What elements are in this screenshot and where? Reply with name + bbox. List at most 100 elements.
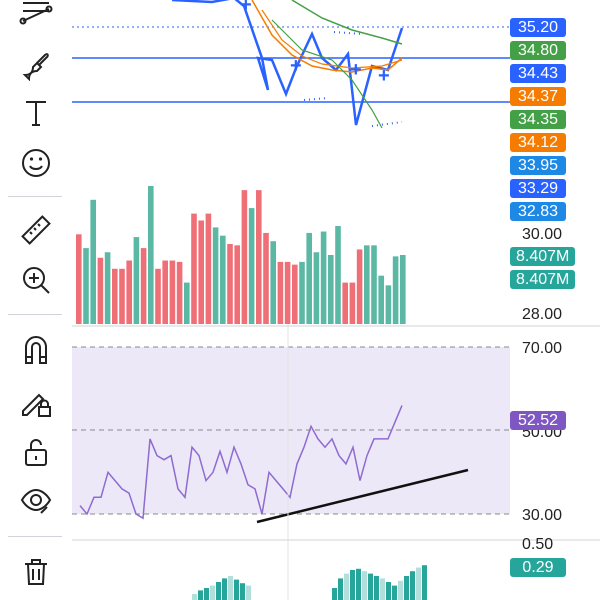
volume-bar — [328, 255, 334, 324]
volume-value-badge: 8.407M — [510, 247, 576, 266]
volume-value-badge: 8.407M — [510, 270, 576, 289]
volume-bar — [162, 260, 168, 324]
sar-dots — [303, 97, 329, 101]
trash-icon — [25, 559, 47, 585]
ruler-icon — [21, 215, 51, 245]
price-level-badge: 34.12 — [510, 133, 566, 152]
volume-bar — [313, 252, 320, 324]
macd-histogram-bar — [216, 582, 221, 600]
emoji-icon — [22, 149, 50, 177]
delete-button[interactable] — [10, 550, 62, 594]
volume-bar — [212, 227, 219, 324]
moving-average-orange — [251, 0, 403, 73]
eye-icon — [20, 488, 52, 514]
emoji-button[interactable] — [10, 141, 62, 185]
macd-histogram-bar — [362, 571, 367, 600]
trend-line — [256, 468, 469, 524]
volume-bar — [306, 232, 312, 324]
macd-histogram-bar — [228, 576, 233, 600]
macd-histogram-bar — [240, 583, 245, 600]
volume-bar — [227, 243, 233, 324]
price-level-badge: 35.20 — [510, 18, 566, 37]
macd-pane — [192, 565, 427, 600]
magnet-icon — [25, 336, 47, 364]
toolbar-divider — [8, 536, 62, 537]
volume-bar — [126, 260, 132, 324]
volume-bar — [292, 264, 298, 324]
macd-histogram-bar — [350, 570, 355, 600]
macd-histogram-bar — [380, 578, 385, 600]
rsi-line — [79, 405, 403, 520]
macd-histogram-bar — [344, 573, 349, 600]
visibility-button[interactable] — [10, 478, 62, 522]
line-tools-button[interactable] — [10, 0, 62, 34]
toolbar-divider — [8, 314, 62, 315]
rsi-axis-label-bottom: 30.00 — [522, 507, 563, 524]
line-tools-icon — [19, 2, 53, 25]
price-level-badge: 34.35 — [510, 110, 566, 129]
chart-area[interactable]: + + + + 35.20 34.80 34.43 34.37 34.35 34.12 33.95… — [72, 0, 600, 600]
volume-bar — [335, 226, 341, 324]
macd-histogram-bar — [374, 576, 379, 600]
volume-bar — [392, 256, 399, 324]
zoom-in-button[interactable] — [10, 258, 62, 302]
price-pane: + + + + — [72, 0, 510, 129]
macd-histogram-bar — [416, 567, 421, 600]
macd-histogram-bar — [332, 588, 337, 600]
price-level-badge: 34.43 — [510, 64, 566, 83]
volume-bar — [320, 231, 327, 324]
volume-bar — [112, 268, 118, 324]
volume-bar — [148, 186, 154, 324]
volume-bar — [191, 213, 197, 324]
price-level-badge: 34.80 — [510, 41, 566, 60]
ruler-button[interactable] — [10, 208, 62, 252]
price-axis-label-bottom: 28.00 — [522, 306, 563, 323]
volume-bar — [169, 260, 176, 324]
pencil-lock-icon — [22, 393, 51, 417]
chart-canvas[interactable]: + + + + — [72, 0, 600, 600]
brush-button[interactable] — [10, 42, 62, 86]
price-axis-label-top: 30.00 — [522, 226, 563, 243]
volume-bar — [364, 245, 370, 324]
volume-bar — [90, 199, 96, 324]
price-line — [171, 0, 404, 126]
macd-histogram-bar — [398, 580, 403, 600]
volume-bar — [184, 282, 190, 324]
macd-histogram-bar — [356, 568, 361, 600]
volume-pane — [76, 186, 406, 324]
price-level-badge: 32.83 — [510, 202, 566, 221]
volume-bar — [119, 268, 125, 324]
volume-bar — [284, 261, 291, 324]
macd-histogram-bar — [192, 594, 197, 600]
text-button[interactable] — [10, 91, 62, 135]
unlock-icon — [25, 439, 47, 466]
volume-bar — [155, 268, 161, 324]
rsi-value-badge: 52.52 — [510, 411, 566, 430]
volume-bar — [198, 220, 204, 324]
volume-bar — [234, 245, 240, 324]
volume-bar — [104, 252, 111, 324]
macd-histogram-bar — [392, 585, 397, 600]
magnet-button[interactable] — [10, 328, 62, 372]
unlock-button[interactable] — [10, 430, 62, 474]
moving-average-green-2 — [271, 19, 383, 129]
macd-histogram-bar — [234, 579, 239, 600]
volume-bar — [263, 232, 269, 324]
price-level-badge: 33.29 — [510, 179, 566, 198]
macd-histogram-bar — [338, 578, 343, 600]
moving-average-orange-2 — [261, 9, 403, 69]
trade-marker-icon: + — [240, 0, 252, 16]
volume-bar — [349, 282, 356, 324]
rsi-axis-label-top: 70.00 — [522, 340, 563, 357]
volume-bar — [205, 213, 212, 324]
volume-bar — [97, 257, 104, 324]
lock-drawings-button[interactable] — [10, 380, 62, 424]
volume-bar — [76, 234, 82, 324]
zoom-in-icon — [23, 267, 50, 294]
macd-histogram-bar — [386, 582, 391, 600]
macd-histogram-bar — [222, 578, 227, 600]
brush-icon — [22, 53, 49, 81]
macd-histogram-bar — [410, 571, 415, 600]
volume-bar — [277, 261, 284, 324]
volume-bar — [385, 285, 392, 324]
